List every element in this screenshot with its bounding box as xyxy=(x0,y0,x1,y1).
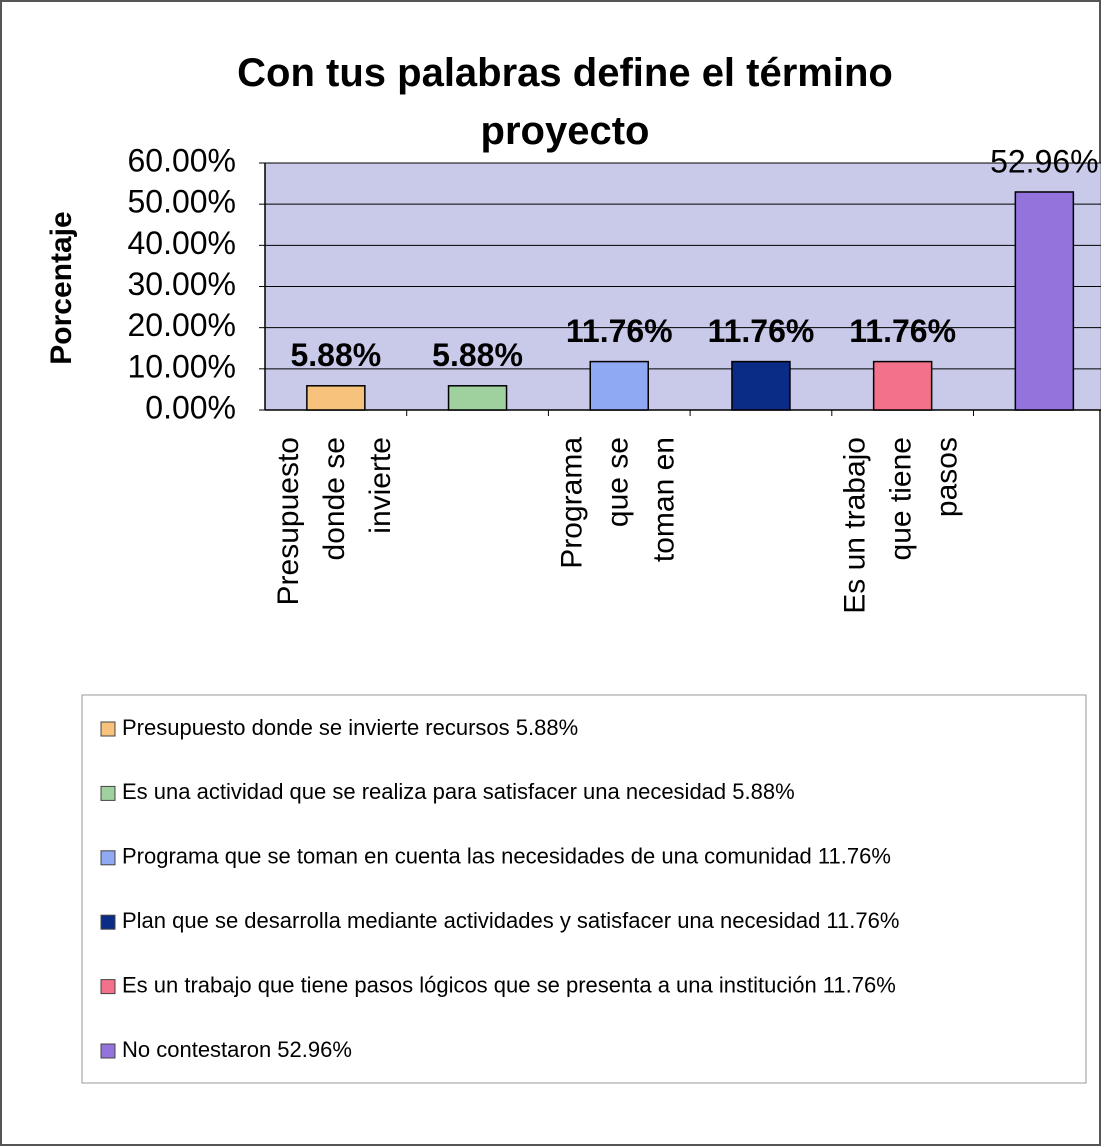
bar xyxy=(306,385,366,411)
legend-swatch xyxy=(100,785,116,801)
y-tick-label: 30.00% xyxy=(127,266,236,302)
legend-label: No contestaron 52.96% xyxy=(122,1037,352,1062)
x-tick-label: Presupuesto donde se invierte xyxy=(272,437,397,605)
value-label: 5.88% xyxy=(432,337,523,373)
legend-box xyxy=(81,694,1087,1084)
bar xyxy=(1014,191,1075,411)
legend-swatch xyxy=(100,979,116,995)
value-label: 5.88% xyxy=(290,337,381,373)
y-tick-label: 20.00% xyxy=(127,307,236,343)
x-tick-label: Programa que se toman en xyxy=(555,437,680,569)
legend-label: Es un trabajo que tiene pasos lógicos qu… xyxy=(122,972,896,997)
bar xyxy=(447,385,508,411)
y-axis-title: Porcentaje xyxy=(45,211,78,364)
legend-swatch xyxy=(100,1043,116,1059)
bar xyxy=(731,360,791,411)
bar xyxy=(589,360,649,411)
legend-label: Plan que se desarrolla mediante activida… xyxy=(122,908,899,933)
legend-swatch xyxy=(100,850,116,866)
y-tick-label: 50.00% xyxy=(127,184,236,220)
y-tick-label: 10.00% xyxy=(127,348,236,384)
legend-label: Presupuesto donde se invierte recursos 5… xyxy=(122,715,578,740)
value-label: 52.96% xyxy=(990,143,1099,179)
x-tick-label: Es un trabajo que tiene pasos xyxy=(839,437,964,614)
legend-swatch xyxy=(100,721,116,737)
chart-title: Con tus palabras define el término proyec… xyxy=(237,51,893,153)
value-label: 11.76% xyxy=(708,313,815,349)
value-label: 11.76% xyxy=(849,313,956,349)
y-tick-label: 40.00% xyxy=(127,225,236,261)
legend-swatch xyxy=(100,914,116,930)
bar xyxy=(872,360,933,411)
value-label: 11.76% xyxy=(566,313,673,349)
y-tick-label: 60.00% xyxy=(127,142,236,178)
y-tick-label: 0.00% xyxy=(145,389,236,425)
legend-label: Programa que se toman en cuenta las nece… xyxy=(122,844,891,869)
legend-label: Es una actividad que se realiza para sat… xyxy=(122,779,795,804)
